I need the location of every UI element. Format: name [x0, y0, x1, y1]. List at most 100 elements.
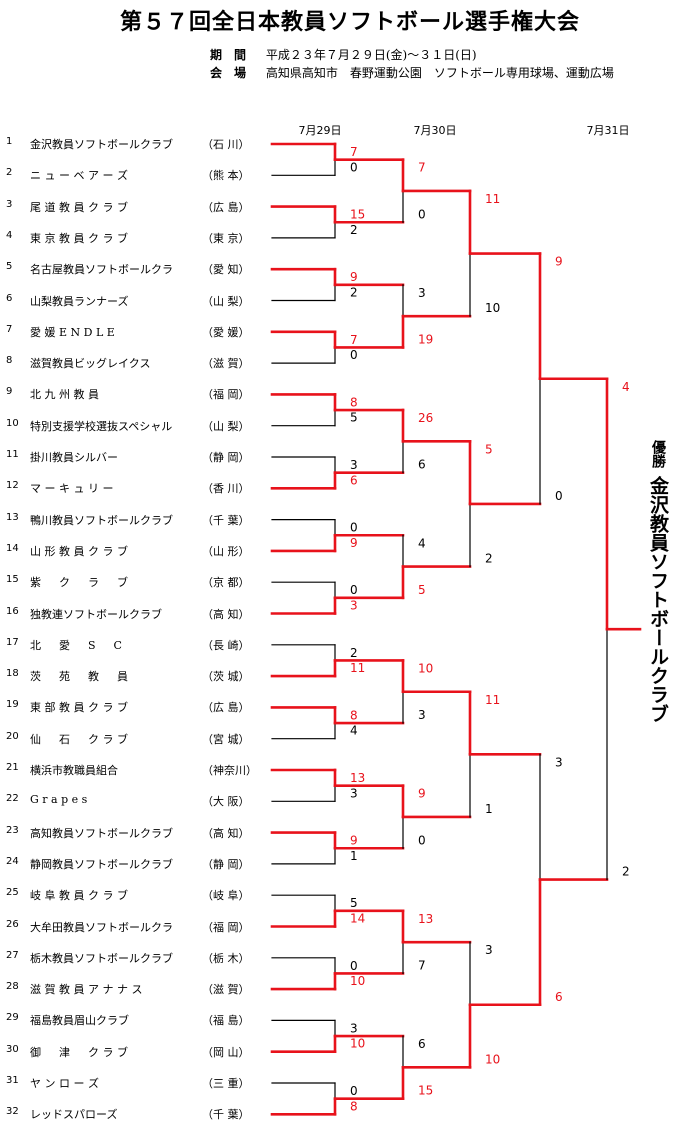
team-number: 17 [6, 636, 19, 648]
match-score: 7 [350, 333, 358, 347]
team-name: 茨 苑 教 員 [30, 670, 128, 684]
team-name: ニ ュ ー ベ ア ー ズ [30, 169, 128, 183]
match-score: 15 [350, 208, 365, 222]
team-name: 仙 石 ク ラ ブ [30, 732, 128, 746]
team-name: 滋 賀 教 員 ア ナ ナ ス [30, 983, 143, 997]
match-score: 2 [350, 286, 358, 300]
team-prefecture: （高 知） [202, 607, 250, 621]
team-prefecture: （山 梨） [202, 294, 250, 308]
team-prefecture: （岡 山） [202, 1045, 250, 1059]
team-number: 10 [6, 417, 19, 429]
team-prefecture: （広 島） [202, 701, 250, 715]
team-number: 14 [6, 542, 19, 554]
match-score: 2 [622, 865, 630, 879]
team-number: 28 [6, 981, 19, 993]
period-value: 平成２３年７月２９日(金)～３１日(日) [265, 48, 477, 62]
team-prefecture: （神奈川） [202, 764, 257, 777]
champion-name: 金沢教員ソフトボールクラブ [647, 476, 669, 723]
team-number: 11 [6, 449, 19, 460]
team-prefecture: （山 形） [202, 544, 250, 558]
period-label: 期 間 [210, 48, 247, 62]
match-score: 8 [350, 708, 358, 722]
team-number: 6 [6, 292, 13, 304]
team-number: 13 [6, 511, 19, 523]
match-score: 3 [555, 755, 563, 769]
team-row: 15 紫 ク ラ ブ （京 都） [0, 574, 272, 594]
team-number: 30 [6, 1043, 19, 1055]
match-score: 11 [485, 192, 500, 206]
team-row: 30 御 津 ク ラ ブ （岡 山） [0, 1044, 272, 1064]
team-number: 9 [6, 386, 13, 398]
period-row: 期 間 平成２３年７月２９日(金)～３１日(日) [210, 46, 477, 63]
team-name: 独教連ソフトボールクラブ [30, 607, 162, 621]
match-score: 10 [418, 661, 433, 675]
match-score: 3 [350, 1021, 358, 1035]
team-row: 26 大牟田教員ソフトボールクラ （福 岡） [0, 919, 272, 939]
date-label: 7月31日 [587, 124, 630, 137]
match-score: 0 [350, 583, 358, 597]
team-number: 32 [6, 1106, 19, 1118]
match-score: 10 [485, 301, 500, 315]
team-name: 金沢教員ソフトボールクラブ [30, 138, 173, 151]
page-title: 第５７回全日本教員ソフトボール選手権大会 [119, 10, 580, 35]
team-number: 15 [6, 574, 19, 586]
team-name: 尾 道 教 員 ク ラ ブ [30, 200, 128, 214]
match-score: 4 [418, 536, 426, 550]
team-prefecture: （香 川） [202, 482, 250, 496]
team-prefecture: （福 岡） [202, 388, 250, 402]
team-number: 18 [6, 668, 19, 680]
team-row: 18 茨 苑 教 員 （茨 城） [0, 668, 272, 688]
match-score: 0 [350, 1084, 358, 1098]
match-score: 5 [350, 411, 358, 425]
match-score: 9 [350, 834, 358, 848]
team-row: 1 金沢教員ソフトボールクラブ （石 川） [0, 136, 272, 156]
match-score: 0 [350, 160, 358, 174]
match-score: 6 [350, 473, 358, 487]
team-number: 23 [6, 824, 19, 836]
team-name: 山梨教員ランナーズ [30, 294, 129, 308]
venue-row: 会 場 高知県高知市 春野運動公園 ソフトボール専用球場、運動広場 [210, 64, 614, 81]
team-prefecture: （滋 賀） [202, 983, 250, 997]
team-name: 愛 媛 E N D L E [30, 325, 115, 339]
team-row: 2 ニ ュ ー ベ ア ー ズ （熊 本） [0, 167, 272, 187]
match-score: 8 [350, 1099, 358, 1113]
team-row: 3 尾 道 教 員 ク ラ ブ （広 島） [0, 199, 272, 219]
team-row: 22 G r a p e s （大 阪） [0, 793, 272, 813]
team-number: 1 [6, 136, 13, 147]
team-prefecture: （岐 阜） [202, 889, 250, 903]
champion-label: 優勝 [650, 440, 666, 468]
team-row: 25 岐 阜 教 員 ク ラ ブ （岐 阜） [0, 887, 272, 907]
match-score: 9 [350, 270, 358, 284]
team-name: ヤ ン ロ ー ズ [30, 1077, 99, 1090]
team-name: 鴨川教員ソフトボールクラブ [30, 513, 173, 527]
team-prefecture: （栃 木） [202, 951, 250, 965]
match-score: 2 [350, 223, 358, 237]
team-name: 紫 ク ラ ブ [30, 576, 128, 590]
team-name: 北 九 州 教 員 [30, 388, 99, 402]
team-row: 12 マ ー キ ュ リ ー （香 川） [0, 480, 272, 500]
team-name: 大牟田教員ソフトボールクラ [30, 920, 173, 934]
team-row: 28 滋 賀 教 員 ア ナ ナ ス （滋 賀） [0, 981, 272, 1001]
team-number: 26 [6, 918, 19, 930]
match-score: 6 [555, 990, 563, 1004]
team-prefecture: （高 知） [202, 826, 250, 840]
team-row: 20 仙 石 ク ラ ブ （宮 城） [0, 731, 272, 751]
match-score: 13 [350, 771, 365, 785]
match-score: 14 [350, 912, 365, 926]
team-prefecture: （東 京） [202, 231, 250, 245]
match-score: 3 [418, 286, 426, 300]
team-number: 29 [6, 1012, 19, 1024]
team-prefecture: （静 岡） [202, 857, 250, 871]
team-row: 32 レッドスパローズ （千 葉） [0, 1106, 272, 1126]
team-number: 5 [6, 261, 13, 273]
team-name: 名古屋教員ソフトボールクラ [30, 263, 173, 277]
team-prefecture: （石 川） [202, 138, 250, 151]
team-prefecture: （三 重） [202, 1077, 250, 1090]
team-name: 福島教員眉山クラブ [30, 1014, 129, 1028]
match-score: 3 [350, 599, 358, 613]
match-score: 10 [485, 1052, 500, 1066]
match-score: 1 [350, 849, 358, 863]
team-number: 19 [6, 699, 19, 711]
team-name: マ ー キ ュ リ ー [30, 482, 114, 496]
